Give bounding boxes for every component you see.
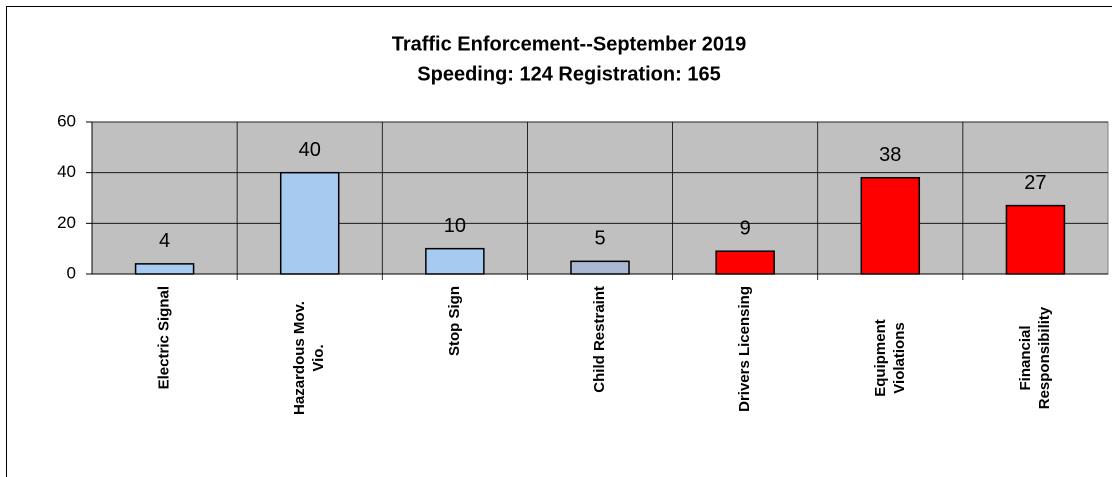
x-tick-label: Violations bbox=[891, 322, 908, 393]
data-label: 40 bbox=[299, 139, 321, 161]
x-tick-label: Equipment bbox=[872, 319, 889, 397]
data-label: 10 bbox=[444, 215, 466, 237]
data-label: 27 bbox=[1024, 172, 1046, 194]
y-tick-label: 40 bbox=[57, 162, 76, 181]
x-tick-label: Electric Signal bbox=[156, 286, 173, 389]
data-label: 4 bbox=[159, 230, 170, 252]
chart-subtitle: Speeding: 124 Registration: 165 bbox=[417, 63, 720, 85]
x-tick-label: Vio. bbox=[310, 344, 327, 371]
bar bbox=[1005, 204, 1066, 275]
x-tick-label: Stop Sign bbox=[446, 286, 463, 356]
x-tick-label: Financial bbox=[1017, 325, 1034, 390]
bar bbox=[425, 247, 485, 275]
bar bbox=[860, 176, 921, 275]
x-tick-label: Drivers Licensing bbox=[736, 286, 753, 412]
bar bbox=[715, 250, 775, 275]
bar bbox=[134, 263, 195, 275]
x-tick-label: Child Restraint bbox=[591, 286, 608, 393]
bar bbox=[279, 171, 340, 275]
data-label: 38 bbox=[879, 144, 901, 166]
x-tick-label: Responsibility bbox=[1036, 306, 1053, 409]
y-tick-label: 20 bbox=[57, 213, 76, 232]
y-tick-label: 60 bbox=[57, 111, 76, 130]
y-tick-label: 0 bbox=[67, 263, 76, 282]
chart-title: Traffic Enforcement--September 2019 bbox=[392, 33, 747, 55]
x-tick-label: Hazardous Mov. bbox=[291, 301, 308, 415]
data-label: 5 bbox=[594, 228, 605, 250]
bar bbox=[570, 260, 630, 275]
data-label: 9 bbox=[740, 217, 751, 239]
plot-area bbox=[91, 121, 1109, 275]
